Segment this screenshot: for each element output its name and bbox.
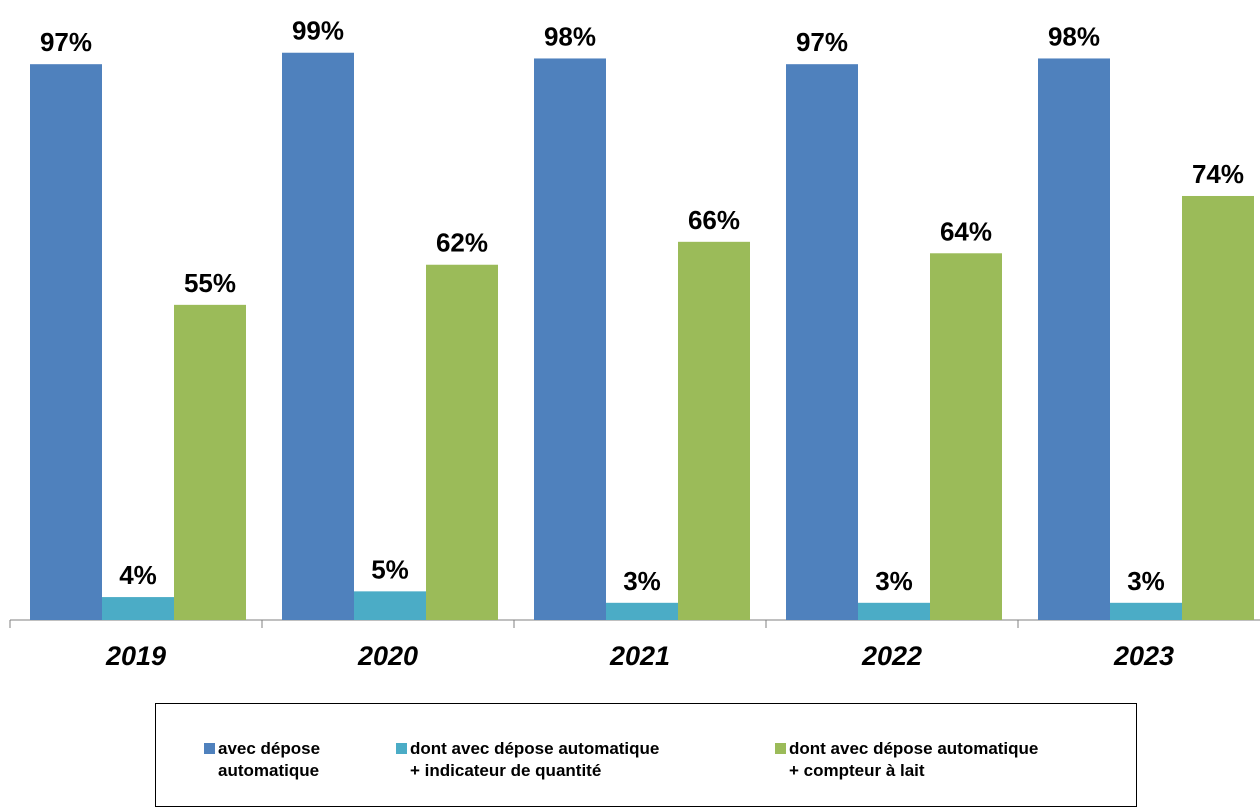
bar-2019-series-1 xyxy=(30,64,102,620)
bar-2021-series-3 xyxy=(678,241,750,620)
bar-2020-series-1 xyxy=(282,52,354,621)
bar-2020-series-3 xyxy=(426,264,498,620)
data-label-2022-series-3: 64% xyxy=(940,216,992,246)
x-tick-label-2020: 2020 xyxy=(357,641,418,671)
data-label-2023-series-2: 3% xyxy=(1127,566,1165,596)
data-label-2020-series-2: 5% xyxy=(371,554,409,584)
data-label-2022-series-1: 97% xyxy=(796,27,848,57)
data-label-2021-series-2: 3% xyxy=(623,566,661,596)
data-label-2021-series-3: 66% xyxy=(688,205,740,235)
bar-2022-series-1 xyxy=(786,64,858,620)
data-labels-group: 97% 4% 55% 99% 5% 62% 98% 3% 66% 97% 3% 64% 98% 3% 74% xyxy=(40,16,1244,596)
data-label-2020-series-1: 99% xyxy=(292,16,344,46)
bar-2022-series-2 xyxy=(858,602,930,620)
data-label-2023-series-1: 98% xyxy=(1048,21,1100,51)
data-label-2019-series-3: 55% xyxy=(184,268,236,298)
legend: avec dépose automatique dont avec dépose… xyxy=(155,703,1137,807)
x-tick-labels-group: 2019 2020 2021 2022 2023 xyxy=(105,641,1174,671)
bar-2021-series-2 xyxy=(606,602,678,620)
legend-label-avec-depose: avec dépose automatique xyxy=(218,739,321,780)
bar-2023-series-1 xyxy=(1038,58,1110,620)
legend-label-indicateur-quantite: dont avec dépose automatique + indicateu… xyxy=(410,739,660,780)
x-tick-label-2023: 2023 xyxy=(1113,641,1174,671)
bar-2019-series-3 xyxy=(174,304,246,620)
legend-swatch-indicateur-quantite xyxy=(396,743,407,754)
x-tick-label-2019: 2019 xyxy=(105,641,166,671)
data-label-2019-series-2: 4% xyxy=(119,560,157,590)
bars-group xyxy=(30,52,1254,621)
bar-2022-series-3 xyxy=(930,253,1002,620)
bar-2023-series-3 xyxy=(1182,195,1254,621)
legend-item-compteur-lait: dont avec dépose automatique + compteur … xyxy=(775,738,1038,782)
bar-2020-series-2 xyxy=(354,591,426,620)
bar-2021-series-1 xyxy=(534,58,606,620)
legend-swatch-compteur-lait xyxy=(775,743,786,754)
legend-label-compteur-lait: dont avec dépose automatique + compteur … xyxy=(789,739,1039,780)
data-label-2019-series-1: 97% xyxy=(40,27,92,57)
legend-item-indicateur-quantite: dont avec dépose automatique + indicateu… xyxy=(396,738,659,782)
x-tick-label-2021: 2021 xyxy=(609,641,670,671)
legend-swatch-avec-depose xyxy=(204,743,215,754)
data-label-2020-series-3: 62% xyxy=(436,228,488,258)
data-label-2022-series-2: 3% xyxy=(875,566,913,596)
data-label-2021-series-1: 98% xyxy=(544,21,596,51)
bar-chart: 97% 4% 55% 99% 5% 62% 98% 3% 66% 97% 3% 64% 98% 3% 74%… xyxy=(9,16,1260,671)
bar-2023-series-2 xyxy=(1110,602,1182,620)
x-tick-label-2022: 2022 xyxy=(861,641,922,671)
legend-item-avec-depose: avec dépose automatique xyxy=(204,738,320,782)
x-axis-ticks xyxy=(9,620,1019,628)
bar-2019-series-2 xyxy=(102,597,174,620)
data-label-2023-series-3: 74% xyxy=(1192,159,1244,189)
